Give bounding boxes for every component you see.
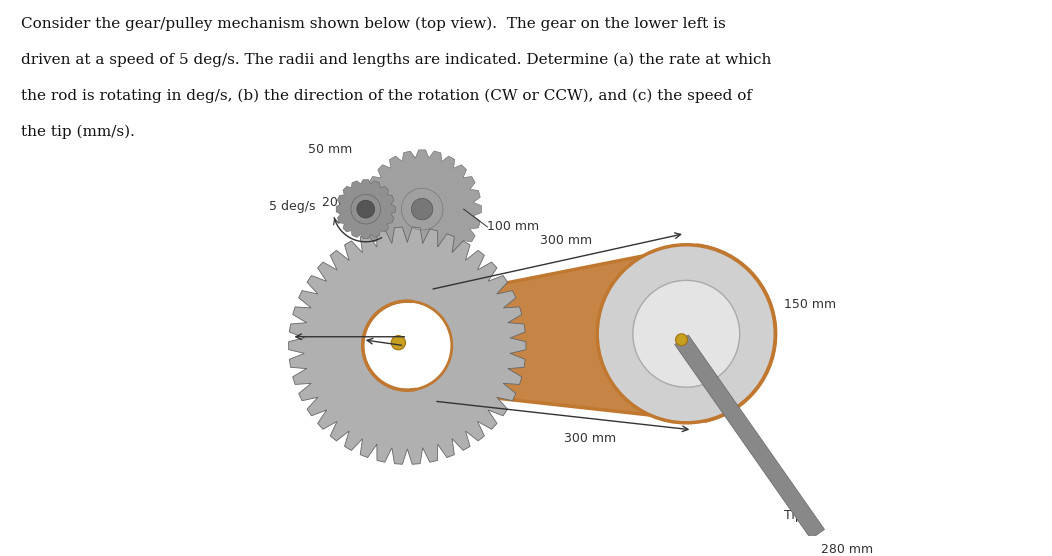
Text: the tip (mm/s).: the tip (mm/s).: [21, 125, 135, 140]
Polygon shape: [412, 245, 704, 421]
Text: 50 mm: 50 mm: [308, 143, 352, 156]
Circle shape: [391, 336, 405, 350]
Polygon shape: [337, 180, 396, 239]
Circle shape: [411, 198, 432, 220]
Polygon shape: [674, 335, 825, 539]
Text: 100 mm: 100 mm: [487, 220, 540, 234]
Text: 280 mm: 280 mm: [821, 543, 873, 556]
Text: Tip: Tip: [784, 509, 803, 522]
Circle shape: [633, 280, 740, 387]
Circle shape: [363, 301, 451, 390]
Text: 150 mm: 150 mm: [784, 297, 836, 311]
Text: 200 mm: 200 mm: [322, 196, 375, 209]
Polygon shape: [288, 227, 526, 464]
Circle shape: [675, 334, 687, 346]
Polygon shape: [363, 150, 482, 269]
Text: 300 mm: 300 mm: [564, 432, 616, 445]
Text: driven at a speed of 5 deg/s. The radii and lengths are indicated. Determine (a): driven at a speed of 5 deg/s. The radii …: [21, 53, 771, 67]
Text: Consider the gear/pulley mechanism shown below (top view).  The gear on the lowe: Consider the gear/pulley mechanism shown…: [21, 17, 726, 31]
Text: 300 mm: 300 mm: [541, 234, 592, 247]
Text: 5 deg/s: 5 deg/s: [269, 200, 316, 212]
Circle shape: [357, 200, 375, 218]
Text: 75 mm: 75 mm: [413, 348, 458, 361]
Text: the rod is rotating in deg/s, (b) the direction of the rotation (CW or CCW), and: the rod is rotating in deg/s, (b) the di…: [21, 89, 752, 103]
Circle shape: [598, 245, 775, 423]
